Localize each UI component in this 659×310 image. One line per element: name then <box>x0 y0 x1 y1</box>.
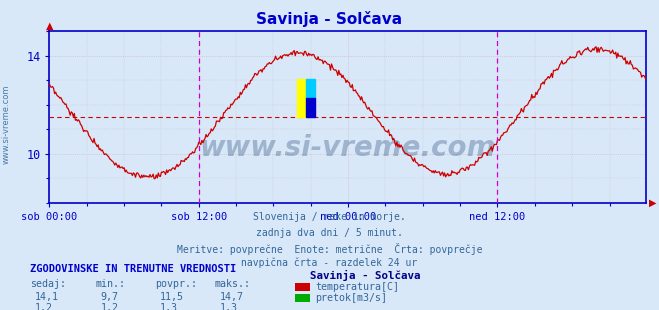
Bar <box>306 98 315 117</box>
Text: 14,1: 14,1 <box>35 292 59 302</box>
Text: www.si-vreme.com: www.si-vreme.com <box>200 134 496 162</box>
Text: Savinja - Solčava: Savinja - Solčava <box>310 270 420 281</box>
Text: 14,7: 14,7 <box>219 292 243 302</box>
Text: 1,2: 1,2 <box>35 303 53 310</box>
Bar <box>297 79 306 117</box>
Text: ▶: ▶ <box>649 198 656 208</box>
Text: sedaj:: sedaj: <box>30 279 66 289</box>
Text: 1,2: 1,2 <box>101 303 119 310</box>
Text: pretok[m3/s]: pretok[m3/s] <box>315 293 387 303</box>
Text: navpična črta - razdelek 24 ur: navpična črta - razdelek 24 ur <box>241 257 418 268</box>
Text: 1,3: 1,3 <box>219 303 237 310</box>
Text: Meritve: povprečne  Enote: metrične  Črta: povprečje: Meritve: povprečne Enote: metrične Črta:… <box>177 243 482 255</box>
Text: Slovenija / reke in morje.: Slovenija / reke in morje. <box>253 212 406 222</box>
Text: Savinja - Solčava: Savinja - Solčava <box>256 11 403 27</box>
Text: povpr.:: povpr.: <box>155 279 197 289</box>
Text: 11,5: 11,5 <box>160 292 184 302</box>
Text: min.:: min.: <box>96 279 126 289</box>
Bar <box>306 79 315 98</box>
Text: zadnja dva dni / 5 minut.: zadnja dva dni / 5 minut. <box>256 228 403 238</box>
Text: temperatura[C]: temperatura[C] <box>315 282 399 292</box>
Text: ▲: ▲ <box>45 21 53 31</box>
Text: 1,3: 1,3 <box>160 303 178 310</box>
Text: maks.:: maks.: <box>214 279 250 289</box>
Text: ZGODOVINSKE IN TRENUTNE VREDNOSTI: ZGODOVINSKE IN TRENUTNE VREDNOSTI <box>30 264 236 274</box>
Text: www.si-vreme.com: www.si-vreme.com <box>2 84 11 164</box>
Text: 9,7: 9,7 <box>101 292 119 302</box>
